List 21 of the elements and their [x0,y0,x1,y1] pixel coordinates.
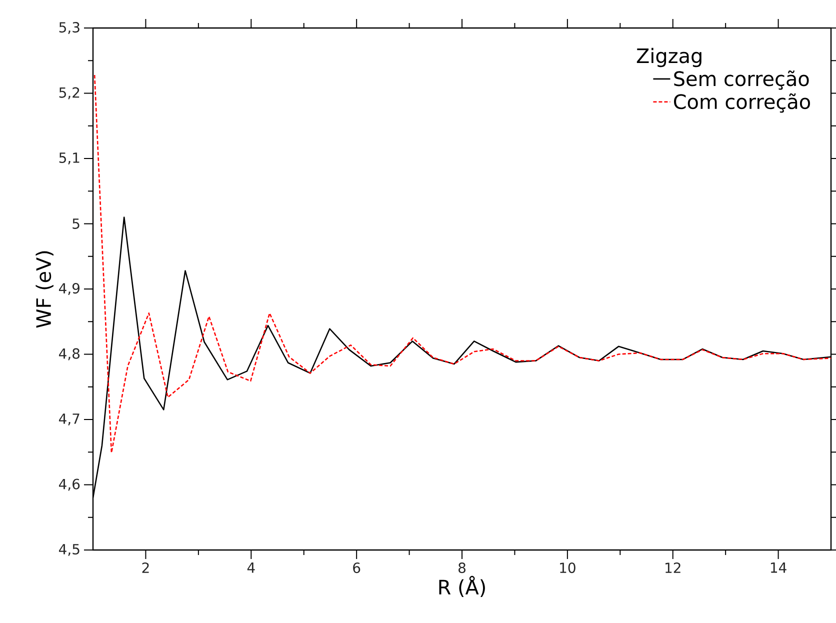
y-tick-label: 5,1 [59,152,80,164]
y-tick-label: 4,6 [58,478,80,491]
y-tick-label: 4,7 [58,414,80,426]
x-tick-label: 6 [353,562,360,574]
x-tick-label: 4 [247,562,255,573]
x-tick-label: 10 [560,562,576,574]
y-tick-label: 4,5 [58,544,80,556]
y-tick-label: 4,8 [58,348,80,360]
x-tick-label: 8 [458,562,466,574]
x-axis-title: R (Å) [439,576,485,598]
x-tick-label: 12 [666,562,680,573]
x-tick-label: 2 [142,562,149,573]
y-axis-title: WF (eV) [36,251,54,328]
y-tick-label: 5 [72,218,80,229]
y-tick-label: 5,3 [59,22,80,34]
y-tick-label: 4,9 [58,283,80,295]
x-tick-label: 14 [770,562,786,573]
y-tick-label: 5,2 [59,87,80,100]
legend-label: Sem correção [674,70,809,90]
legend-title: Zigzag [636,48,702,68]
legend-label: Com correção [674,93,810,113]
